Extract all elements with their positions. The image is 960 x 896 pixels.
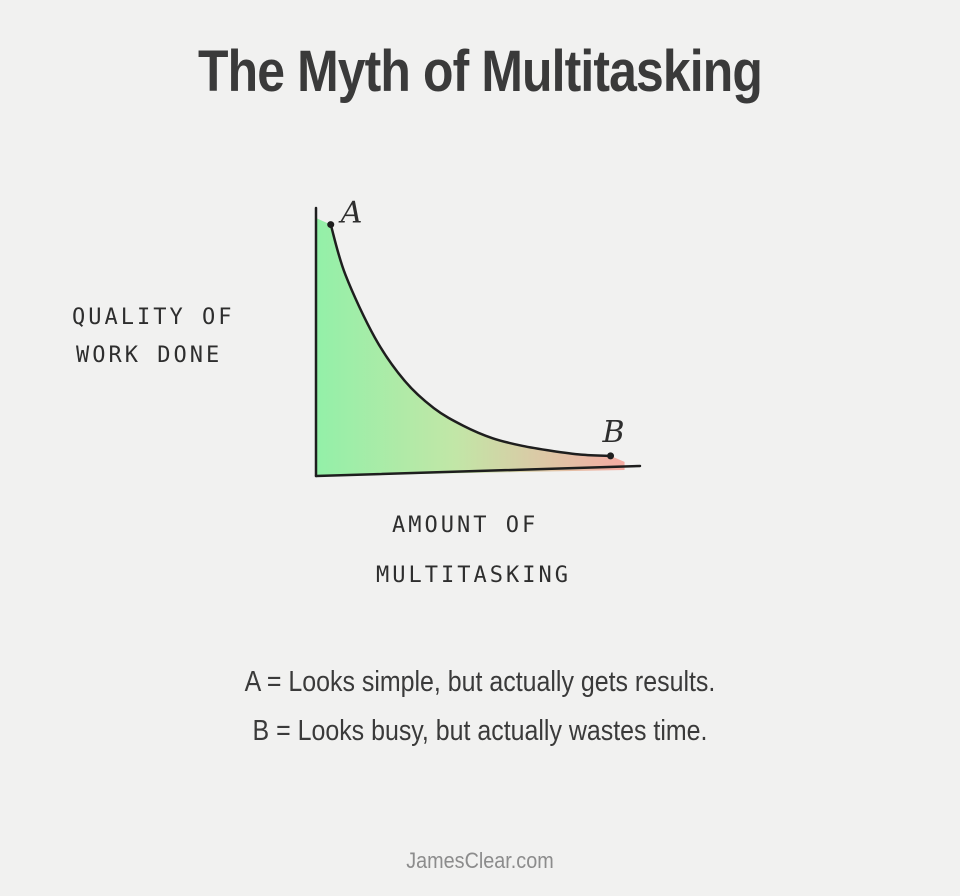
caption-a: A = Looks simple, but actually gets resu… — [244, 666, 716, 698]
point-a-label: A — [338, 196, 363, 231]
point-a-marker — [327, 221, 335, 229]
y-axis-label-line-2: WORK DONE — [76, 343, 222, 368]
credit-link[interactable]: JamesClear.com — [406, 848, 554, 873]
point-b-label: B — [602, 415, 625, 450]
y-axis-label: QUALITY OF WORK DONE — [72, 305, 234, 368]
x-axis-label-line-1: AMOUNT OF — [392, 513, 538, 538]
curve-line — [329, 223, 612, 458]
x-axis-label-line-2: MULTITASKING — [376, 563, 571, 588]
x-axis-label: AMOUNT OF MULTITASKING — [376, 513, 571, 588]
area-fill — [316, 218, 625, 476]
caption-b: B = Looks busy, but actually wastes time… — [252, 715, 708, 747]
x-axis-line — [314, 464, 642, 478]
chart-title: The Myth of Multitasking — [197, 39, 763, 104]
y-axis-label-line-1: QUALITY OF — [72, 305, 234, 330]
point-b-marker — [607, 452, 615, 460]
